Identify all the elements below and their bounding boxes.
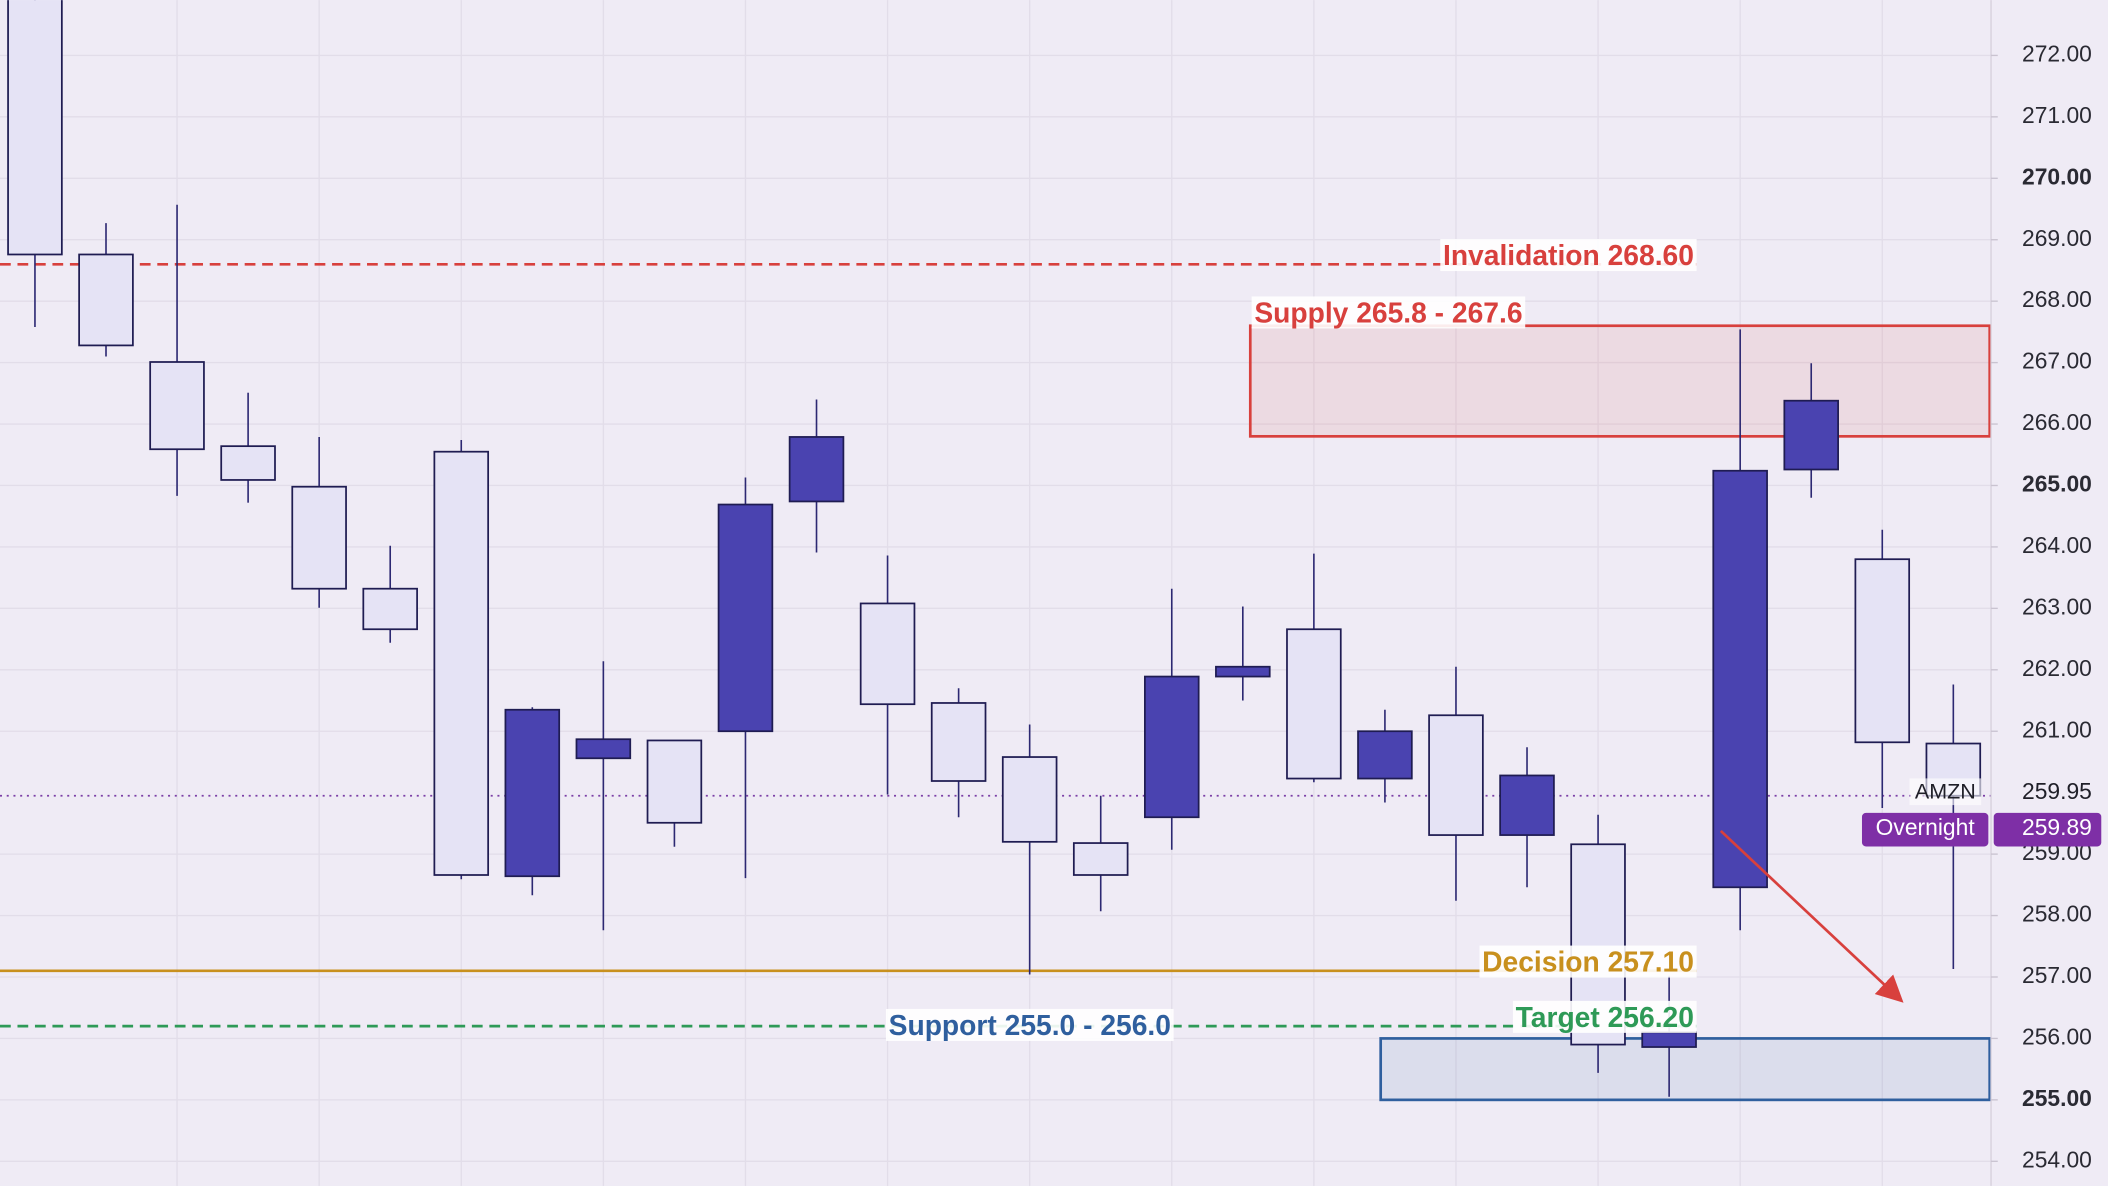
y-tick-label: 258.00 — [2022, 901, 2092, 927]
y-tick-label: 271.00 — [2022, 102, 2092, 128]
zone-label: Support 255.0 - 256.0 — [889, 1009, 1171, 1041]
y-tick-label: 265.00 — [2022, 471, 2092, 497]
overnight-price-label: 259.89 — [2022, 814, 2092, 840]
y-tick-label: 261.00 — [2022, 716, 2092, 742]
y-tick-label: 267.00 — [2022, 348, 2092, 374]
candle-body-down — [646, 739, 703, 824]
y-tick-label: 257.00 — [2022, 962, 2092, 988]
candle-body-up — [788, 436, 845, 503]
projection-arrow — [1719, 829, 1904, 1003]
candle-body-down — [1854, 558, 1911, 744]
candle-body-down — [291, 485, 347, 590]
candle-body-up — [1641, 1031, 1697, 1048]
candle-body-down — [930, 702, 987, 782]
y-tick-label: 269.00 — [2022, 225, 2092, 251]
y-tick-label: 256.00 — [2022, 1023, 2092, 1049]
y-tick-label: 268.00 — [2022, 286, 2092, 312]
overnight-tag — [1861, 812, 1989, 847]
last-price-label: 259.95 — [2022, 778, 2092, 804]
y-tick-label: 263.00 — [2022, 593, 2092, 619]
y-tick-label: 272.00 — [2022, 40, 2092, 66]
candle-body-down — [1072, 842, 1129, 876]
symbol-label: AMZN — [1915, 780, 1976, 804]
candle-body-down — [149, 361, 205, 451]
zone-label: Supply 265.8 - 267.6 — [1254, 296, 1522, 328]
level-label-bg — [1479, 945, 1697, 978]
candle-body-up — [1499, 774, 1555, 836]
candle-body-down — [1001, 756, 1058, 843]
overnight-price-tag — [1993, 812, 2102, 847]
y-tick-label: 255.00 — [2022, 1085, 2092, 1111]
y-tick-label: 262.00 — [2022, 655, 2092, 681]
plot-area — [0, 0, 1992, 1102]
candle-body-up — [504, 708, 561, 878]
candle-body-down — [859, 602, 916, 706]
last-price-tag — [1993, 779, 2104, 812]
y-tick-label: 266.00 — [2022, 409, 2092, 435]
level-label-bg — [1512, 1000, 1697, 1033]
zone — [1379, 1037, 1992, 1102]
candle-body-up — [575, 738, 632, 760]
zone-label-bg — [885, 1008, 1174, 1041]
candle-body-down — [1286, 628, 1342, 780]
candle-body-down — [1428, 714, 1484, 836]
y-tick-label: 264.00 — [2022, 532, 2092, 558]
zone-label-bg — [1251, 296, 1526, 329]
candle-body-up — [1357, 730, 1413, 780]
candle-body-up — [1712, 469, 1768, 889]
candle-body-up — [1783, 399, 1839, 471]
candle-body-down — [220, 445, 276, 481]
candle-body-up — [1215, 665, 1271, 678]
symbol-label-bg — [1909, 778, 1982, 806]
candle-body-up — [717, 503, 774, 733]
candle-body-down — [362, 587, 418, 631]
candle-body-up — [1144, 675, 1200, 819]
overnight-label: Overnight — [1876, 814, 1976, 840]
level-label: Target 256.20 — [1516, 1001, 1694, 1033]
candle-body-down — [433, 450, 490, 876]
zone — [1248, 324, 1992, 438]
level-label-bg — [1440, 239, 1697, 272]
y-tick-label: 270.00 — [2022, 163, 2092, 189]
candle-body-down — [78, 253, 134, 347]
price-axis: 254.00255.00256.00257.00258.00259.00261.… — [1991, 40, 2104, 1172]
level-label: Invalidation 268.60 — [1443, 239, 1694, 271]
level-label: Decision 257.10 — [1482, 946, 1694, 978]
y-tick-label: 254.00 — [2022, 1146, 2092, 1172]
candle-body-down — [7, 0, 63, 256]
